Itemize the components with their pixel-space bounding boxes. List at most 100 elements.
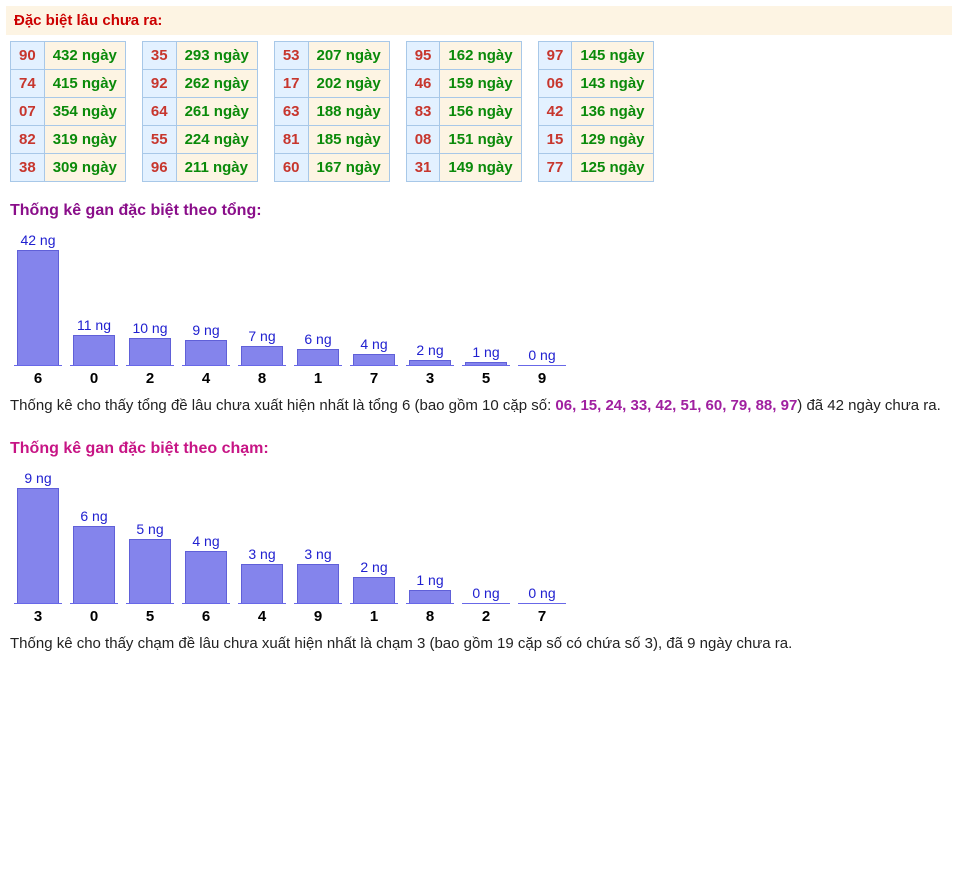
bar-category-label: 8 [238, 365, 286, 387]
number-table: 90432 ngày74415 ngày07354 ngày82319 ngày… [10, 41, 126, 182]
table-row: 46159 ngày [406, 70, 521, 98]
number-cell: 42 [538, 98, 572, 126]
table-row: 55224 ngày [142, 126, 257, 154]
table-row: 95162 ngày [406, 42, 521, 70]
bar-value-label: 2 ng [416, 342, 443, 358]
bar-category-label: 6 [182, 603, 230, 625]
days-cell: 309 ngày [44, 154, 125, 182]
bar-group: 6 ng 0 [66, 508, 122, 625]
bar [129, 338, 171, 365]
number-cell: 82 [11, 126, 45, 154]
bar-value-label: 2 ng [360, 559, 387, 575]
table-row: 96211 ngày [142, 154, 257, 182]
bar [73, 335, 115, 365]
header-title: Đặc biệt lâu chưa ra: [14, 12, 162, 29]
header-box: Đặc biệt lâu chưa ra: [6, 6, 952, 35]
bar-category-label: 5 [462, 365, 510, 387]
number-cell: 63 [274, 98, 308, 126]
bar-group: 3 ng9 [290, 546, 346, 624]
days-cell: 159 ngày [440, 70, 521, 98]
number-cell: 46 [406, 70, 440, 98]
bar-value-label: 0 ng [528, 585, 555, 601]
number-cell: 64 [142, 98, 176, 126]
bar [241, 564, 283, 602]
number-cell: 90 [11, 42, 45, 70]
days-cell: 167 ngày [308, 154, 389, 182]
bar-value-label: 0 ng [472, 585, 499, 601]
chart1-desc-post: ) đã 42 ngày chưa ra. [797, 397, 940, 414]
bar [17, 488, 59, 603]
bar-category-label: 1 [350, 603, 398, 625]
bar-value-label: 0 ng [528, 347, 555, 363]
table-row: 97145 ngày [538, 42, 653, 70]
bar-group: 0 ng9 [514, 347, 570, 387]
bar-value-label: 1 ng [416, 572, 443, 588]
number-cell: 74 [11, 70, 45, 98]
bar-category-label: 7 [350, 365, 398, 387]
number-cell: 07 [11, 98, 45, 126]
days-cell: 125 ngày [572, 154, 653, 182]
bar-group: 0 ng 7 [514, 585, 570, 625]
days-cell: 415 ngày [44, 70, 125, 98]
table-row: 15129 ngày [538, 126, 653, 154]
table-row: 42136 ngày [538, 98, 653, 126]
chart2-title: Thống kê gan đặc biệt theo chạm: [10, 440, 948, 458]
number-table: 35293 ngày92262 ngày64261 ngày55224 ngày… [142, 41, 258, 182]
days-cell: 185 ngày [308, 126, 389, 154]
bar-value-label: 11 ng [77, 317, 111, 333]
bar-group: 10 ng2 [122, 320, 178, 387]
table-row: 31149 ngày [406, 154, 521, 182]
bar-group: 6 ng1 [290, 331, 346, 387]
bar-value-label: 4 ng [192, 533, 219, 549]
days-cell: 224 ngày [176, 126, 257, 154]
number-cell: 81 [274, 126, 308, 154]
table-row: 64261 ngày [142, 98, 257, 126]
chart1-desc: Thống kê cho thấy tổng đề lâu chưa xuất … [10, 395, 948, 418]
bar-group: 2 ng 1 [346, 559, 402, 625]
tables-row: 90432 ngày74415 ngày07354 ngày82319 ngày… [6, 41, 952, 182]
days-cell: 129 ngày [572, 126, 653, 154]
bar [129, 539, 171, 603]
days-cell: 145 ngày [572, 42, 653, 70]
bar [241, 346, 283, 365]
days-cell: 432 ngày [44, 42, 125, 70]
days-cell: 162 ngày [440, 42, 521, 70]
bar-category-label: 7 [518, 603, 566, 625]
bar-category-label: 3 [406, 365, 454, 387]
bar-category-label: 0 [70, 603, 118, 625]
days-cell: 156 ngày [440, 98, 521, 126]
table-row: 81185 ngày [274, 126, 389, 154]
chart1-pairs: 06, 15, 24, 33, 42, 51, 60, 79, 88, 97 [555, 397, 797, 414]
number-cell: 38 [11, 154, 45, 182]
days-cell: 211 ngày [176, 154, 257, 182]
chart1: 42 ng611 ng010 ng29 ng47 ng86 ng14 ng72 … [6, 232, 952, 387]
table-row: 07354 ngày [11, 98, 126, 126]
bar-value-label: 6 ng [80, 508, 107, 524]
number-cell: 60 [274, 154, 308, 182]
bar-value-label: 9 ng [24, 470, 51, 486]
table-row: 38309 ngày [11, 154, 126, 182]
number-cell: 96 [142, 154, 176, 182]
bar [353, 577, 395, 603]
bar-category-label: 3 [14, 603, 62, 625]
number-cell: 77 [538, 154, 572, 182]
number-cell: 17 [274, 70, 308, 98]
number-cell: 15 [538, 126, 572, 154]
bar-group: 11 ng0 [66, 317, 122, 387]
table-row: 60167 ngày [274, 154, 389, 182]
bar-category-label: 6 [14, 365, 62, 387]
bar-category-label: 2 [462, 603, 510, 625]
bar [297, 564, 339, 602]
bar-group: 1 ng8 [402, 572, 458, 625]
bar-group: 4 ng7 [346, 336, 402, 387]
days-cell: 188 ngày [308, 98, 389, 126]
table-row: 77125 ngày [538, 154, 653, 182]
bar [185, 551, 227, 602]
bar-group: 42 ng6 [10, 232, 66, 387]
number-cell: 55 [142, 126, 176, 154]
number-table: 53207 ngày17202 ngày63188 ngày81185 ngày… [274, 41, 390, 182]
table-row: 35293 ngày [142, 42, 257, 70]
bar-value-label: 1 ng [472, 344, 499, 360]
bar [353, 354, 395, 365]
bar-value-label: 10 ng [132, 320, 167, 336]
